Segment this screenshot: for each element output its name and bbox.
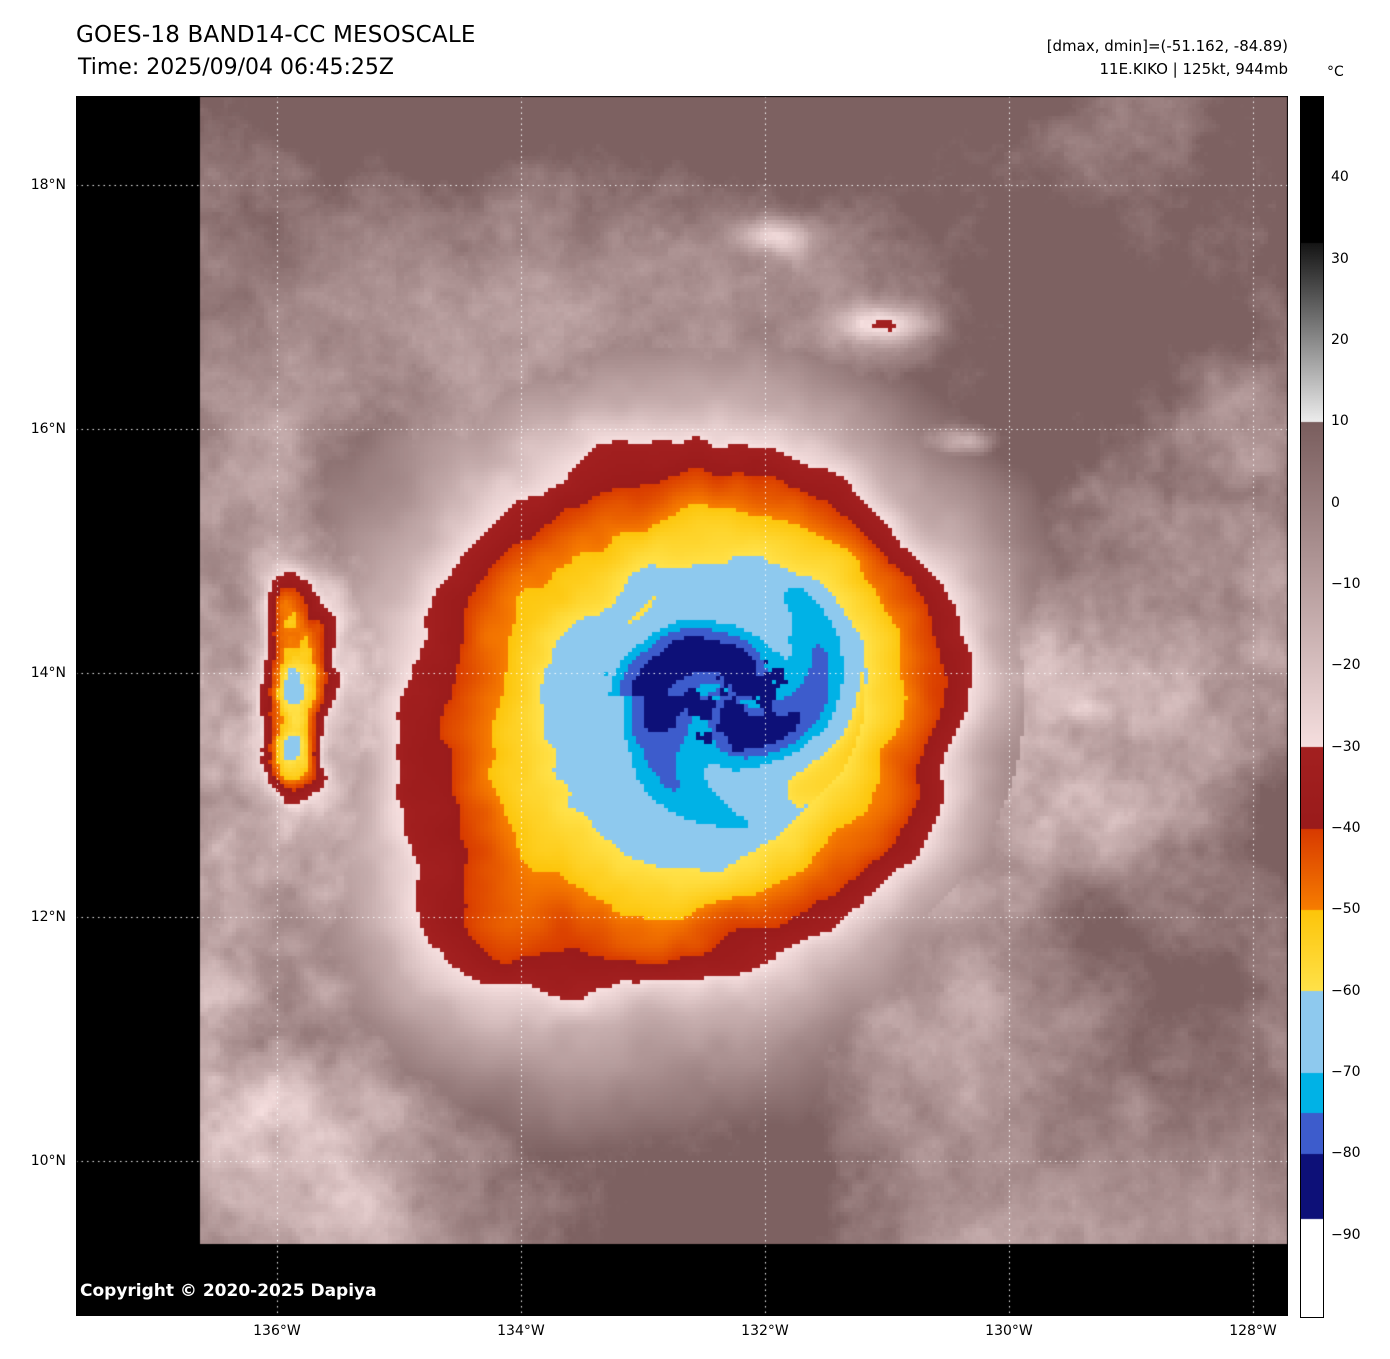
colorbar-tick-label: −20 [1331,657,1361,674]
colorbar-tick-label: −70 [1331,1064,1361,1080]
lon-tick-label: 136°W [253,1323,301,1339]
colorbar-tick-label: −50 [1331,901,1361,918]
colorbar-tick-label: 30 [1331,250,1349,267]
plot-title: GOES-18 BAND14-CC MESOSCALE [76,22,476,48]
colorbar-tick-label: 10 [1331,413,1349,430]
lat-tick-label: 12°N [30,908,66,925]
dmax-dmin-annotation: [dmax, dmin]=(-51.162, -84.89) [1046,37,1288,55]
colorbar-tick-label: 0 [1331,494,1340,511]
plot-timestamp: Time: 2025/09/04 06:45:25Z [78,55,394,80]
storm-info-annotation: 11E.KIKO | 125kt, 944mb [1099,60,1288,78]
map-plot-area [76,96,1288,1316]
lon-tick-label: 130°W [985,1323,1033,1339]
lat-tick-label: 10°N [30,1152,66,1169]
colorbar-tick-label: −80 [1331,1145,1361,1162]
colorbar-tick-label: 20 [1331,332,1349,348]
colorbar-tick-label: −90 [1331,1226,1361,1243]
colorbar-tick-label: −60 [1331,982,1361,999]
lat-tick-label: 18°N [30,176,66,193]
satellite-image-canvas [76,96,1288,1316]
colorbar-unit-label: °C [1327,64,1344,80]
lon-tick-label: 128°W [1229,1323,1277,1339]
lon-tick-label: 134°W [497,1323,545,1339]
colorbar-tick-label: −30 [1331,738,1361,755]
colorbar [1300,96,1324,1318]
colorbar-tick-label: −10 [1331,576,1361,592]
colorbar-tick-label: −40 [1331,820,1361,836]
lat-tick-label: 16°N [30,420,66,437]
lat-tick-label: 14°N [30,664,66,681]
lon-tick-label: 132°W [741,1323,789,1339]
copyright-watermark: Copyright © 2020-2025 Dapiya [80,1281,377,1301]
colorbar-tick-label: 40 [1331,169,1349,186]
colorbar-gradient [1301,97,1323,1317]
